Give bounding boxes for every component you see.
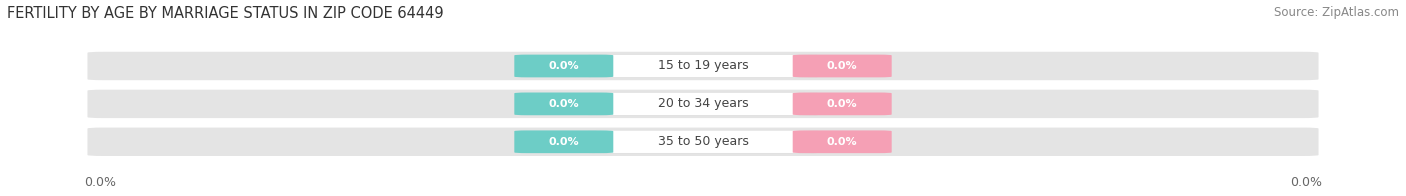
Text: 0.0%: 0.0% — [827, 61, 858, 71]
Text: 0.0%: 0.0% — [548, 61, 579, 71]
Text: 0.0%: 0.0% — [1289, 176, 1322, 189]
FancyBboxPatch shape — [589, 130, 817, 153]
FancyBboxPatch shape — [87, 128, 1319, 156]
Text: 35 to 50 years: 35 to 50 years — [658, 135, 748, 148]
Text: 0.0%: 0.0% — [548, 99, 579, 109]
FancyBboxPatch shape — [515, 130, 613, 153]
FancyBboxPatch shape — [793, 55, 891, 77]
FancyBboxPatch shape — [515, 55, 613, 77]
FancyBboxPatch shape — [589, 92, 817, 115]
FancyBboxPatch shape — [87, 52, 1319, 80]
Text: FERTILITY BY AGE BY MARRIAGE STATUS IN ZIP CODE 64449: FERTILITY BY AGE BY MARRIAGE STATUS IN Z… — [7, 6, 444, 21]
Text: 0.0%: 0.0% — [84, 176, 117, 189]
Text: 0.0%: 0.0% — [548, 137, 579, 147]
FancyBboxPatch shape — [515, 93, 613, 115]
Text: 20 to 34 years: 20 to 34 years — [658, 97, 748, 110]
Text: 0.0%: 0.0% — [827, 99, 858, 109]
FancyBboxPatch shape — [793, 93, 891, 115]
Text: 15 to 19 years: 15 to 19 years — [658, 60, 748, 73]
FancyBboxPatch shape — [589, 54, 817, 78]
Text: Source: ZipAtlas.com: Source: ZipAtlas.com — [1274, 6, 1399, 19]
FancyBboxPatch shape — [87, 90, 1319, 118]
FancyBboxPatch shape — [793, 130, 891, 153]
Text: 0.0%: 0.0% — [827, 137, 858, 147]
